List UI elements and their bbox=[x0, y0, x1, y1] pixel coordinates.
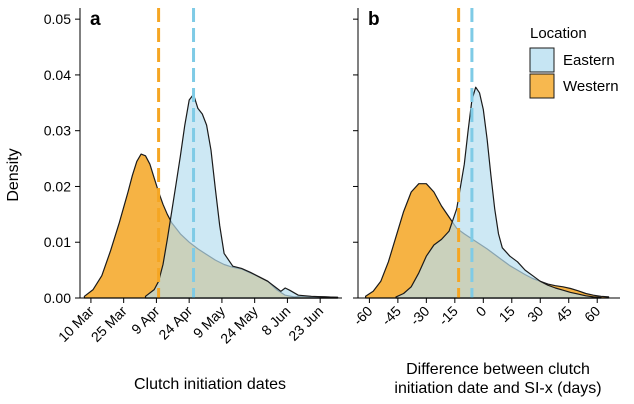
x-axis-title-line: Clutch initiation dates bbox=[134, 376, 286, 393]
legend-swatch-eastern bbox=[529, 47, 555, 73]
y-tick-label: 0.05 bbox=[44, 11, 71, 27]
x-tick-label: -45 bbox=[378, 303, 404, 329]
x-tick-label: 25 Mar bbox=[88, 303, 130, 345]
panel-label: a bbox=[90, 9, 101, 30]
x-axis-title: Clutch initiation dates bbox=[134, 376, 286, 393]
x-tick-label: 30 bbox=[524, 303, 546, 325]
x-axis-title-line: Difference between clutch bbox=[406, 361, 590, 378]
density-area-eastern bbox=[395, 86, 602, 299]
y-tick-label: 0.02 bbox=[44, 178, 71, 194]
x-tick-label: 10 Mar bbox=[55, 303, 97, 345]
x-tick-label: 15 bbox=[496, 303, 518, 325]
legend: Location Eastern Western bbox=[529, 25, 619, 99]
x-tick-label: 60 bbox=[581, 303, 603, 325]
x-tick-label: 24 Apr bbox=[155, 303, 195, 343]
legend-label-eastern: Eastern bbox=[563, 52, 615, 69]
legend-swatch-western bbox=[529, 73, 555, 99]
x-tick-label: -30 bbox=[407, 303, 433, 329]
x-tick-label: -60 bbox=[350, 303, 376, 329]
legend-title: Location bbox=[530, 25, 587, 42]
y-tick-label: 0.04 bbox=[44, 67, 71, 83]
y-tick-label: 0.01 bbox=[44, 234, 71, 250]
x-axis-title: Difference between clutch initiation date… bbox=[394, 361, 601, 397]
x-tick-label: 45 bbox=[553, 303, 575, 325]
y-tick-label: 0.03 bbox=[44, 123, 71, 139]
x-axis-title-line: initiation date and SI-x (days) bbox=[394, 380, 601, 397]
y-axis-title: Density bbox=[5, 148, 22, 201]
panel-label: b bbox=[368, 9, 380, 30]
x-tick-label: 24 May bbox=[217, 303, 261, 347]
x-tick-label: -15 bbox=[435, 303, 461, 329]
x-tick-label: 0 bbox=[473, 303, 490, 320]
density-area-eastern bbox=[144, 93, 339, 299]
legend-label-western: Western bbox=[563, 78, 619, 95]
y-tick-label: 0.00 bbox=[44, 290, 71, 306]
x-tick-label: 23 Jun bbox=[285, 303, 326, 344]
